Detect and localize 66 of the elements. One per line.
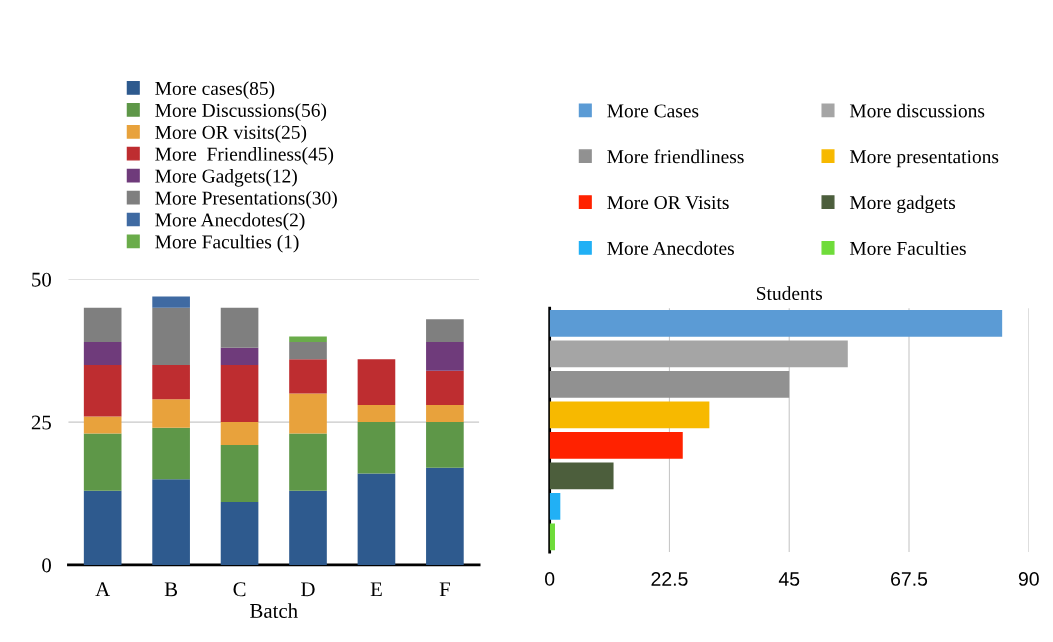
bar	[426, 319, 464, 343]
x-axis-title: Batch	[250, 603, 298, 618]
legend-label: More OR Visits	[607, 196, 729, 210]
bar	[220, 307, 259, 348]
x-tick-label: 45	[778, 572, 800, 586]
x-tick-label: 90	[1018, 572, 1039, 586]
bar	[289, 342, 327, 360]
x-tick-label: F	[439, 582, 450, 597]
bar	[220, 422, 259, 445]
legend-label: More Friendliness(45)	[155, 147, 334, 165]
bar	[426, 342, 464, 371]
bar	[220, 444, 259, 503]
legend-label: More cases(85)	[155, 81, 275, 99]
bar	[289, 359, 327, 394]
bar	[426, 467, 464, 565]
bar	[426, 404, 464, 423]
y-tick-label: 0	[42, 558, 51, 573]
bar	[152, 479, 190, 565]
legend-label: More Anecdotes	[607, 241, 734, 255]
bar	[289, 336, 327, 343]
legend-label: More Anecdotes(2)	[155, 212, 305, 231]
bar	[357, 359, 396, 405]
bar	[83, 342, 122, 365]
bar	[289, 433, 327, 491]
y-tick-label: 50	[32, 272, 51, 287]
legend-label: More Presentations(30)	[155, 190, 337, 209]
bar	[83, 416, 122, 434]
legend-label: More Cases	[607, 104, 699, 118]
bar	[83, 307, 122, 343]
y-tick-label: 25	[31, 415, 51, 430]
bar	[152, 427, 190, 480]
bar	[426, 422, 464, 468]
legend-label: More gadgets	[849, 195, 956, 214]
x-tick-label: C	[233, 582, 246, 597]
bar	[357, 422, 396, 474]
legend-label: More Faculties (1)	[155, 234, 299, 253]
x-tick-label: B	[164, 582, 178, 597]
legend-label: More presentations	[849, 150, 999, 168]
legend-label: More OR visits(25)	[155, 125, 307, 143]
legend-label: More friendliness	[607, 149, 744, 164]
bar	[426, 370, 464, 405]
bar	[289, 490, 327, 565]
legend-label: More discussions	[849, 103, 985, 118]
bar	[220, 347, 259, 365]
bar	[152, 307, 190, 365]
bar	[152, 364, 190, 400]
legend-label: More Faculties	[849, 241, 966, 255]
x-tick-label: E	[370, 582, 382, 597]
legend-label: More Discussions(56)	[155, 103, 327, 121]
x-tick-label: D	[301, 582, 315, 597]
bar	[289, 393, 327, 434]
x-tick-label: 0	[545, 572, 555, 586]
bar	[357, 404, 396, 423]
legend-label: More Gadgets(12)	[155, 168, 297, 187]
bar	[220, 502, 259, 565]
chart-title: Students	[757, 286, 823, 301]
bar	[152, 399, 190, 428]
bar	[152, 296, 190, 308]
x-tick-label: 67.5	[891, 572, 928, 586]
x-tick-label: 22.5	[651, 572, 688, 586]
bar	[83, 364, 122, 417]
x-tick-label: A	[95, 582, 111, 597]
bar	[83, 490, 122, 565]
bar	[83, 433, 122, 491]
bar	[357, 473, 396, 565]
bar	[220, 364, 259, 423]
